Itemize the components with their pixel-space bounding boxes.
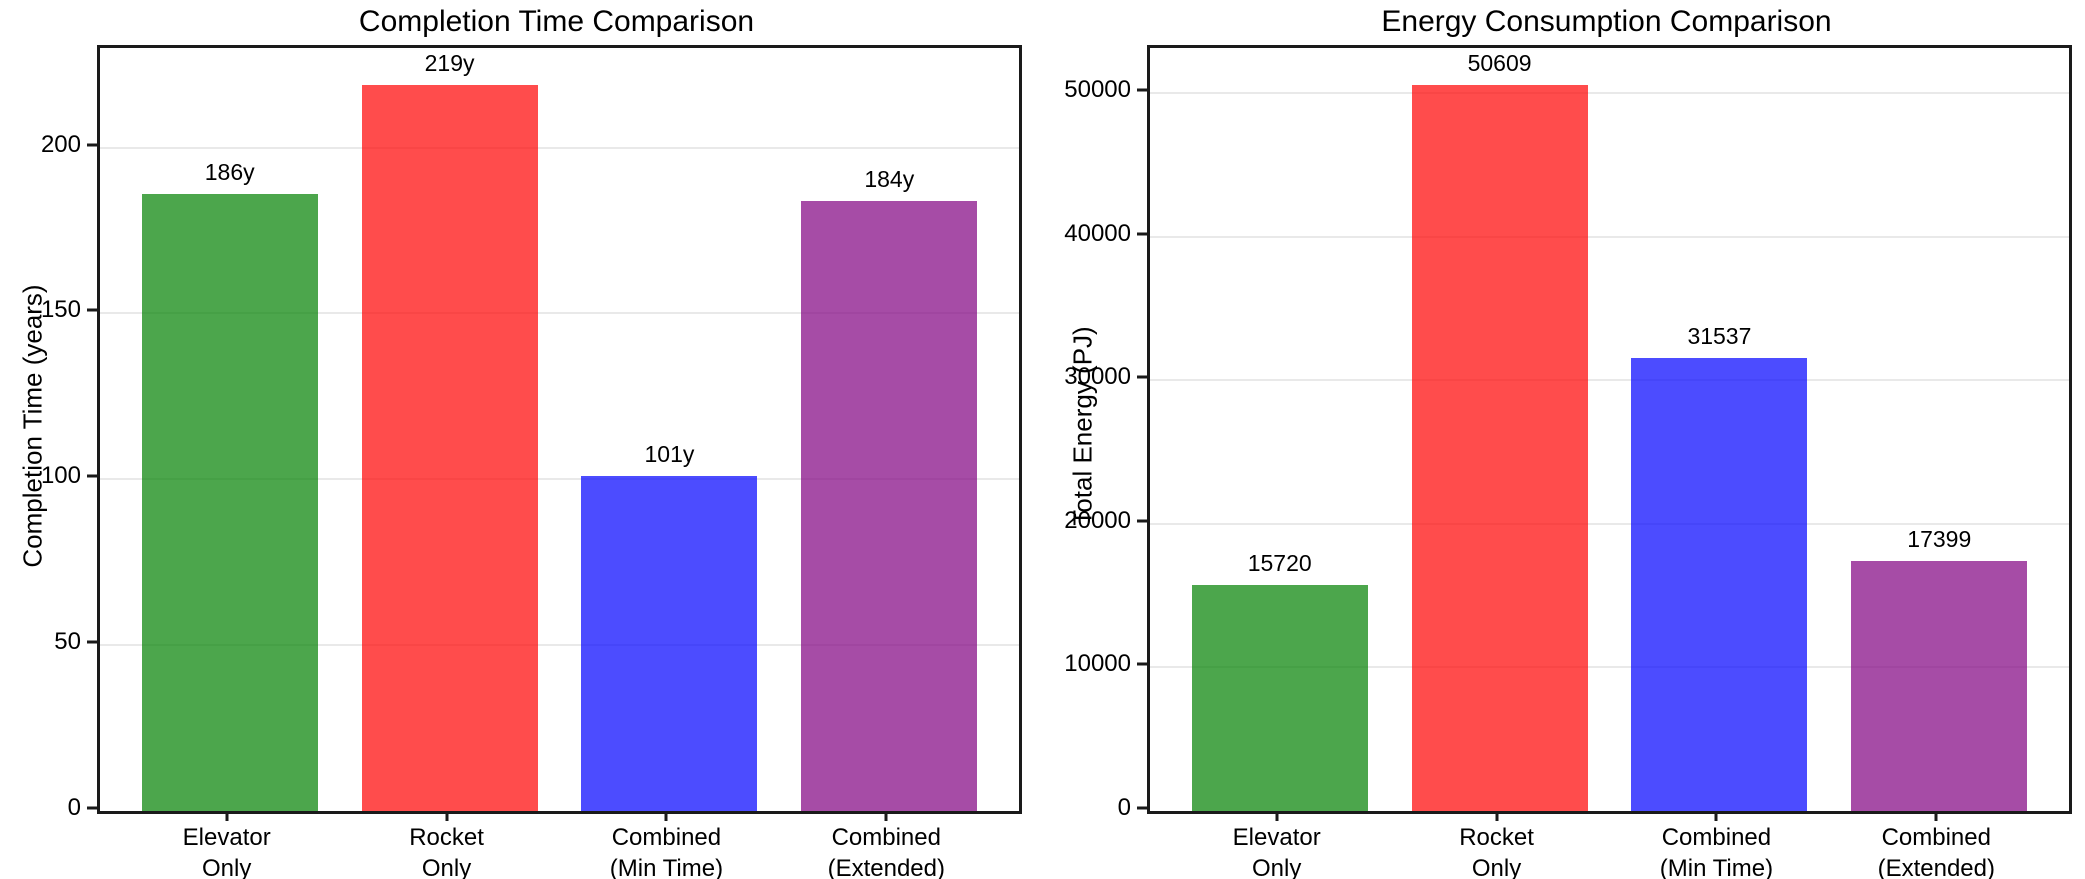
gridline <box>100 146 1019 149</box>
gridline <box>100 312 1019 315</box>
plot-area: 15720 50609 31537 17399 <box>1147 45 2072 814</box>
gridline <box>100 644 1019 647</box>
y-tick-mark <box>87 143 97 147</box>
bar-value-label: 219y <box>424 49 475 76</box>
x-tick-mark <box>445 811 449 821</box>
gridline <box>1150 92 2069 95</box>
y-tick-mark <box>1137 88 1147 92</box>
bar <box>801 200 978 811</box>
y-tick-mark <box>1137 806 1147 810</box>
y-tick-label: 0 <box>67 794 81 821</box>
bar <box>1851 561 2028 811</box>
bar-value-label: 31537 <box>1687 323 1752 350</box>
bar-value-label: 15720 <box>1247 550 1312 577</box>
bar-value-label: 184y <box>864 165 915 192</box>
gridline <box>1150 379 2069 382</box>
x-tick-label: Combined (Min Time) <box>609 824 724 879</box>
y-tick-mark <box>87 640 97 644</box>
y-tick-mark <box>87 806 97 810</box>
bar <box>1411 84 1588 811</box>
y-tick-mark <box>1137 519 1147 523</box>
y-tick-label: 10000 <box>1064 650 1131 678</box>
x-tick-label: Combined (Min Time) <box>1659 824 1774 879</box>
y-tick-mark <box>1137 662 1147 666</box>
y-tick-label: 50 <box>54 628 81 656</box>
gridline <box>1150 666 2069 669</box>
bar-value-label: 17399 <box>1907 526 1972 553</box>
bar <box>1631 358 1808 811</box>
bar-value-label: 50609 <box>1467 49 1532 76</box>
x-tick-label: Rocket Only <box>409 824 484 879</box>
x-tick-mark <box>884 811 888 821</box>
x-tick-mark <box>1495 811 1499 821</box>
y-tick-mark <box>87 474 97 478</box>
y-axis-label: Total Energy (PJ) <box>1067 326 1098 526</box>
bar-value-label: 101y <box>644 440 695 467</box>
bar <box>581 475 758 811</box>
bar-value-label: 186y <box>204 158 255 185</box>
y-tick-label: 20000 <box>1064 506 1131 534</box>
x-tick-label: Combined (Extended) <box>1877 824 1995 879</box>
x-tick-mark <box>1714 811 1718 821</box>
bar <box>141 193 318 811</box>
x-tick-label: Elevator Only <box>182 824 271 879</box>
gridline <box>100 478 1019 481</box>
y-tick-label: 200 <box>40 130 81 158</box>
x-tick-label: Elevator Only <box>1232 824 1321 879</box>
y-tick-label: 100 <box>40 462 81 490</box>
y-tick-label: 150 <box>40 296 81 324</box>
y-tick-label: 50000 <box>1064 76 1131 104</box>
bar <box>1191 585 1368 811</box>
x-tick-mark <box>1275 811 1279 821</box>
x-tick-mark <box>664 811 668 821</box>
x-tick-label: Rocket Only <box>1459 824 1534 879</box>
y-tick-label: 0 <box>1117 794 1131 821</box>
y-axis-label: Completion Time (years) <box>17 284 48 568</box>
x-tick-label: Combined (Extended) <box>827 824 945 879</box>
y-tick-label: 30000 <box>1064 363 1131 391</box>
y-tick-mark <box>87 308 97 312</box>
y-tick-mark <box>1137 375 1147 379</box>
plot-area: 186y 219y 101y 184y <box>97 45 1022 814</box>
y-tick-label: 40000 <box>1064 219 1131 247</box>
bar <box>361 84 538 811</box>
chart-title: Energy Consumption Comparison <box>1381 5 1832 38</box>
gridline <box>1150 235 2069 238</box>
x-tick-mark <box>1934 811 1938 821</box>
y-tick-mark <box>1137 232 1147 236</box>
x-tick-mark <box>225 811 229 821</box>
gridline <box>1150 522 2069 525</box>
chart-title: Completion Time Comparison <box>358 5 755 38</box>
